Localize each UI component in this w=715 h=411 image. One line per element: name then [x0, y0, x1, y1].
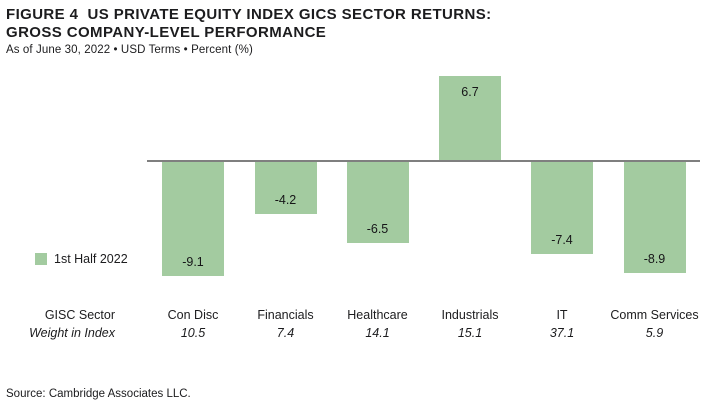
weight-value-financials: 7.4 [276, 326, 295, 340]
weight-value-it: 37.1 [549, 326, 575, 340]
bar-con-disc: -9.1 [162, 161, 224, 276]
legend: 1st Half 2022 [35, 252, 128, 266]
sector-label-financials: Financials [257, 308, 314, 322]
figure-title-line1: FIGURE 4 US PRIVATE EQUITY INDEX GICS SE… [6, 6, 492, 23]
bar-healthcare: -6.5 [346, 161, 409, 244]
bar-value-label: 6.7 [461, 84, 479, 99]
figure-title-line2: GROSS COMPANY-LEVEL PERFORMANCE [6, 24, 327, 41]
weight-value-healthcare: 14.1 [365, 326, 390, 340]
sector-label-con-disc: Con Disc [167, 308, 219, 322]
bar-industrials: 6.7 [439, 75, 501, 160]
weight-value-industrials: 15.1 [457, 326, 483, 340]
x-axis-line [147, 160, 700, 162]
bar-value-label: -7.4 [551, 233, 573, 248]
source-note: Source: Cambridge Associates LLC. [6, 388, 191, 400]
legend-swatch-icon [35, 253, 47, 265]
bar-financials: -4.2 [254, 161, 317, 215]
weight-row-label: Weight in Index [29, 326, 115, 340]
weight-in-index-row: Weight in Index 10.5 7.4 14.1 15.1 37.1 5.9 [0, 325, 715, 341]
weight-value-con-disc: 10.5 [180, 326, 206, 340]
sector-label-row: GISC Sector Con Disc Financials Healthcare… [0, 307, 715, 323]
sector-label-it: IT [556, 308, 568, 322]
sector-label-industrials: Industrials [441, 308, 499, 322]
figure-subtitle: As of June 30, 2022 • USD Terms • Percen… [6, 44, 253, 56]
bar-value-label: -4.2 [274, 193, 297, 208]
legend-label: 1st Half 2022 [54, 252, 128, 266]
bar-comm-services: -8.9 [623, 161, 686, 274]
bar-value-label: -8.9 [643, 252, 666, 267]
sector-row-label: GISC Sector [44, 308, 115, 322]
bar-it: -7.4 [531, 161, 593, 255]
sector-label-comm-services: Comm Services [610, 308, 699, 322]
bar-value-label: -9.1 [182, 254, 204, 269]
sector-label-healthcare: Healthcare [347, 308, 408, 322]
weight-value-comm-services: 5.9 [645, 326, 664, 340]
bar-value-label: -6.5 [366, 222, 389, 237]
